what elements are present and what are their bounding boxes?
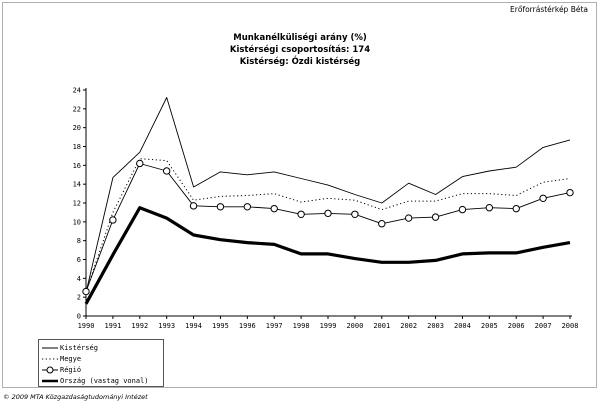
y-tick-label: 18 <box>73 143 81 151</box>
legend-label: Ország (vastag vonal) <box>60 376 149 385</box>
x-tick-label: 2000 <box>346 322 363 330</box>
data-point-marker <box>566 188 574 197</box>
data-point-marker <box>458 205 467 214</box>
data-point-marker <box>324 209 332 218</box>
x-tick-label: 2005 <box>481 322 498 330</box>
series-layer <box>82 97 574 305</box>
x-tick-label: 1998 <box>293 322 310 330</box>
x-tick-label: 1994 <box>185 322 202 330</box>
x-tick-label: 2008 <box>562 322 579 330</box>
x-tick-label: 1992 <box>131 322 148 330</box>
chart-frame <box>2 2 597 388</box>
data-point-marker <box>351 210 359 219</box>
y-tick-label: 4 <box>77 275 81 283</box>
series-line-thin <box>85 97 571 293</box>
x-tick-label: 1995 <box>212 322 229 330</box>
x-tick-label: 1997 <box>266 322 283 330</box>
y-tick-label: 10 <box>73 218 81 226</box>
x-tick-label: 2001 <box>373 322 390 330</box>
copyright-notice: © 2009 MTA Közgazdaságtudományi Intézet <box>3 393 148 401</box>
legend-item-kisterseg: Kistérség <box>42 342 163 353</box>
data-point-marker <box>136 159 144 168</box>
x-tick-label: 1996 <box>239 322 256 330</box>
data-point-marker <box>109 216 117 224</box>
legend-item-megye: Megye <box>42 353 163 364</box>
data-point-marker <box>189 202 198 210</box>
legend-label: Kistérség <box>60 343 98 352</box>
y-tick-label: 14 <box>73 181 81 189</box>
y-tick-label: 0 <box>77 313 81 321</box>
chart-legend: Kistérség Megye Régió Ország (vastag von… <box>38 339 164 387</box>
y-tick-label: 24 <box>73 87 81 95</box>
data-point-marker <box>162 167 171 175</box>
chart-subtitle-region: Kistérség: Ózdi kistérség <box>239 57 361 67</box>
data-point-marker <box>243 203 252 211</box>
data-point-marker <box>378 220 386 228</box>
x-tick-label: 2006 <box>508 322 525 330</box>
series-line-circles <box>85 163 571 292</box>
x-tick-label: 1990 <box>78 322 95 330</box>
x-tick-label: 1991 <box>104 322 121 330</box>
data-point-marker <box>485 204 494 212</box>
data-point-marker <box>404 214 413 222</box>
y-tick-label: 12 <box>73 200 81 208</box>
legend-item-regio: Régió <box>42 364 163 375</box>
legend-thin-line-swatch <box>42 347 58 348</box>
data-point-marker <box>216 203 225 211</box>
y-tick-label: 6 <box>77 256 81 264</box>
x-tick-label: 2003 <box>427 322 444 330</box>
data-point-marker <box>431 213 440 221</box>
y-tick-label: 22 <box>73 105 81 113</box>
brand-label: Erőforrástérkép Béta <box>510 5 588 14</box>
x-tick-label: 2007 <box>535 322 552 330</box>
x-tick-label: 1993 <box>158 322 175 330</box>
chart-title: Munkanélküliségi arány (%) <box>233 33 367 43</box>
y-tick-label: 16 <box>73 162 81 170</box>
legend-thick-line-swatch <box>42 379 58 382</box>
data-point-marker <box>82 287 90 296</box>
data-point-marker <box>512 204 520 213</box>
data-point-marker <box>297 210 305 219</box>
y-tick-label: 20 <box>73 124 81 132</box>
series-line-thick <box>84 206 571 305</box>
x-tick-label: 1999 <box>320 322 337 330</box>
legend-item-orszag: Ország (vastag vonal) <box>42 375 163 386</box>
legend-label: Régió <box>60 365 82 374</box>
y-tick-label: 2 <box>77 294 81 302</box>
chart-titles: Munkanélküliségi arány (%) Kistérségi cs… <box>0 32 600 68</box>
x-tick-label: 2002 <box>400 322 417 330</box>
legend-label: Megye <box>60 354 82 363</box>
data-point-marker <box>270 204 278 213</box>
chart-subtitle-grouping: Kistérségi csoportosítás: 174 <box>229 45 371 55</box>
y-tick-label: 8 <box>77 237 81 245</box>
x-tick-label: 2004 <box>454 322 471 330</box>
legend-dotted-line-swatch <box>42 358 58 359</box>
series-line-dotted <box>85 158 571 292</box>
data-point-marker <box>539 194 547 202</box>
legend-circle-line-swatch <box>42 366 58 373</box>
